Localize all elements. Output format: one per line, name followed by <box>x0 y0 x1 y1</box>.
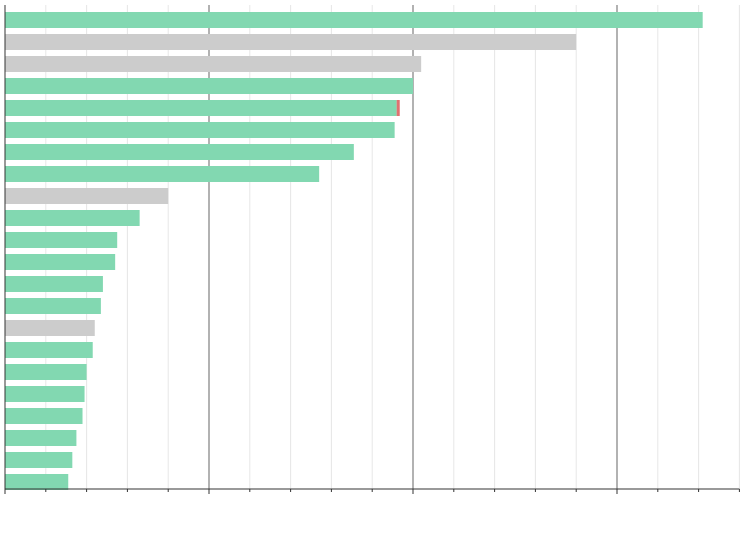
bar <box>5 430 77 446</box>
bar <box>5 276 103 292</box>
bar <box>5 166 320 182</box>
bar <box>5 298 101 314</box>
bar <box>5 34 577 50</box>
bar <box>5 122 395 138</box>
bar <box>5 474 69 490</box>
bar <box>5 210 140 226</box>
bar <box>5 254 116 270</box>
bar <box>5 56 422 72</box>
bar <box>5 386 85 402</box>
bar <box>5 232 118 248</box>
bar <box>5 452 73 468</box>
bar <box>5 100 397 116</box>
bar <box>5 188 169 204</box>
bar <box>5 12 703 28</box>
bar <box>5 320 95 336</box>
bar <box>5 144 354 160</box>
bar <box>5 78 413 94</box>
bar <box>396 100 400 116</box>
bar <box>5 342 93 358</box>
bar <box>5 408 83 424</box>
bar <box>5 364 87 380</box>
